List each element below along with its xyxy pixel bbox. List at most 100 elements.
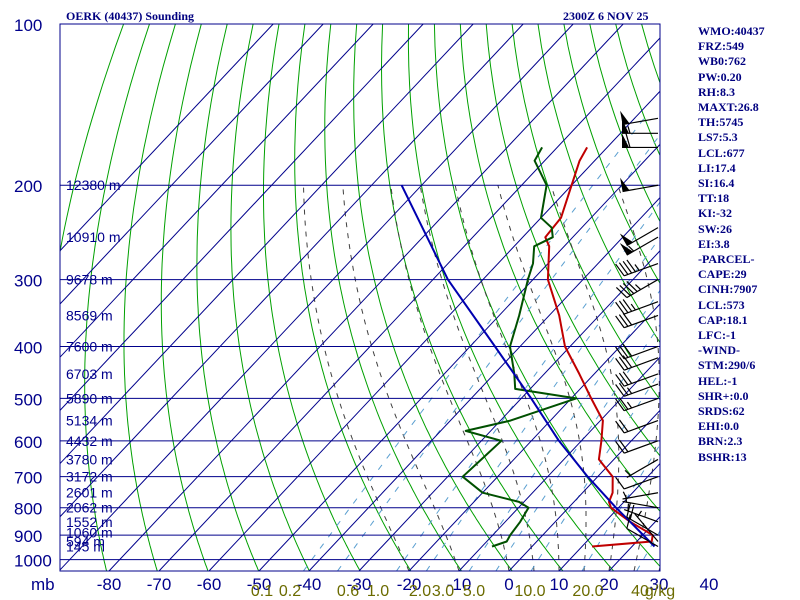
- isotherm: [158, 37, 660, 571]
- wind-barb-staff: [626, 516, 659, 536]
- wind-barb-flag: [615, 263, 625, 277]
- wind-barb-staff: [623, 373, 659, 387]
- height-label: 1060 m: [66, 525, 113, 541]
- station-title: OERK (40437) Sounding: [66, 9, 195, 23]
- index-line: SI:16.4: [698, 176, 735, 191]
- wind-barb: [626, 514, 659, 548]
- dry-adiabat: [160, 24, 209, 571]
- height-label: 594 m: [66, 534, 105, 550]
- wind-barb-half-flag: [634, 264, 640, 271]
- dry-adiabat: [196, 24, 260, 571]
- wind-barb-flag: [618, 356, 629, 370]
- isotherm: [60, 24, 574, 571]
- wind-barb-staff: [622, 117, 659, 126]
- moist-adiabat: [390, 185, 510, 571]
- wind-barb-pennant: [622, 133, 629, 148]
- wind-barb: [615, 343, 659, 360]
- mixing-ratio-label: g/kg: [645, 583, 675, 600]
- index-line: LCL:677: [698, 145, 745, 160]
- isotherm: [358, 250, 660, 571]
- height-label: 1552 m: [66, 514, 113, 530]
- background-lines: [60, 24, 660, 571]
- height-label: 10910 m: [66, 229, 120, 245]
- wind-barbs: [615, 110, 659, 548]
- wind-barb: [620, 110, 659, 126]
- wind-barb-flag: [618, 314, 629, 327]
- index-line: FRZ:549: [698, 39, 744, 54]
- wind-barb-flag: [622, 283, 635, 295]
- pressure-tick-label: 300: [14, 272, 42, 291]
- sounding-time: 2300Z 6 NOV 25: [563, 9, 649, 23]
- index-line: RH:8.3: [698, 84, 735, 99]
- temperature-tick-label: -60: [197, 575, 222, 594]
- dry-adiabat: [353, 24, 513, 571]
- wind-barb-pennant: [619, 243, 633, 256]
- pressure-tick-label: 800: [14, 500, 42, 519]
- height-label: 2601 m: [66, 485, 113, 501]
- indices-panel: WMO:40437 FRZ:549 WB0:762 PW:0.20 RH:8.3 MAXT…: [698, 24, 798, 465]
- wind-barb: [634, 510, 659, 542]
- index-line: LFC:-1: [698, 328, 736, 343]
- isotherm: [508, 409, 660, 571]
- mixing-ratio-label: 20.0: [572, 583, 603, 600]
- isotherm: [258, 143, 660, 571]
- temperature-tick-label: 10: [550, 575, 569, 594]
- isotherm: [458, 356, 660, 571]
- pressure-tick-label: 500: [14, 390, 42, 409]
- isotherm: [60, 24, 474, 465]
- wind-barb-flag: [622, 312, 633, 326]
- wind-barb: [619, 236, 659, 256]
- isotherm: [108, 24, 624, 571]
- index-line: LCL:573: [698, 297, 745, 312]
- temperature-line: [544, 146, 654, 548]
- temperature-tick-label: -50: [247, 575, 272, 594]
- wind-barb-staff: [626, 458, 659, 478]
- wind-barb-flag: [618, 300, 629, 314]
- index-line: STM:290/6: [698, 358, 756, 373]
- dry-adiabat: [537, 24, 660, 344]
- height-label: 8569 m: [66, 307, 113, 323]
- wind-barb-flag: [622, 355, 633, 368]
- isotherm: [408, 303, 660, 571]
- mixing-ratio-label: 0.2: [279, 583, 301, 600]
- moist-adiabat: [419, 185, 535, 571]
- wind-barb-flag: [622, 260, 633, 274]
- wind-barb: [615, 279, 659, 299]
- wind-barb-flag: [618, 397, 629, 410]
- isotherm: [308, 196, 660, 571]
- index-line: -PARCEL-: [698, 252, 755, 267]
- wind-barb-staff: [623, 440, 659, 454]
- wind-barb: [622, 491, 659, 500]
- wind-barb: [623, 503, 659, 523]
- isotherm: [60, 24, 424, 412]
- index-line: EHI:0.0: [698, 419, 740, 434]
- wind-barb-flag: [615, 301, 625, 315]
- pressure-tick-label: 700: [14, 469, 42, 488]
- wind-barb-staff: [634, 513, 659, 542]
- index-line: HEL:-1: [698, 373, 738, 388]
- wind-barb-flag: [618, 262, 629, 275]
- wind-barb: [615, 382, 659, 397]
- dry-adiabat: [294, 24, 412, 571]
- temperature-tick-label: 0: [504, 575, 513, 594]
- pressure-tick-label: 1000: [14, 552, 52, 571]
- dry-adiabat: [459, 24, 660, 513]
- wind-barb-pennant: [620, 110, 630, 125]
- mixing-ratio-label: 10.0: [514, 583, 545, 600]
- index-line: SHR+:0.0: [698, 388, 749, 403]
- moist-adiabat: [303, 185, 410, 571]
- mixing-ratio-label: 1.0: [367, 583, 389, 600]
- temperature-tick-label: -80: [97, 575, 122, 594]
- wind-barb-staff: [623, 476, 659, 490]
- y-axis-label: mb: [31, 575, 55, 594]
- wind-barb-half-flag: [624, 469, 631, 476]
- wind-barb-staff: [623, 262, 659, 277]
- wind-barb-staff: [622, 492, 659, 500]
- wind-barb: [620, 177, 659, 193]
- isotherm: [60, 24, 324, 305]
- wind-barb-flag: [618, 345, 629, 358]
- mixing-ratio-label: 3.0: [432, 583, 454, 600]
- pressure-tick-label: 100: [14, 16, 42, 35]
- dewpoint-line: [461, 146, 578, 548]
